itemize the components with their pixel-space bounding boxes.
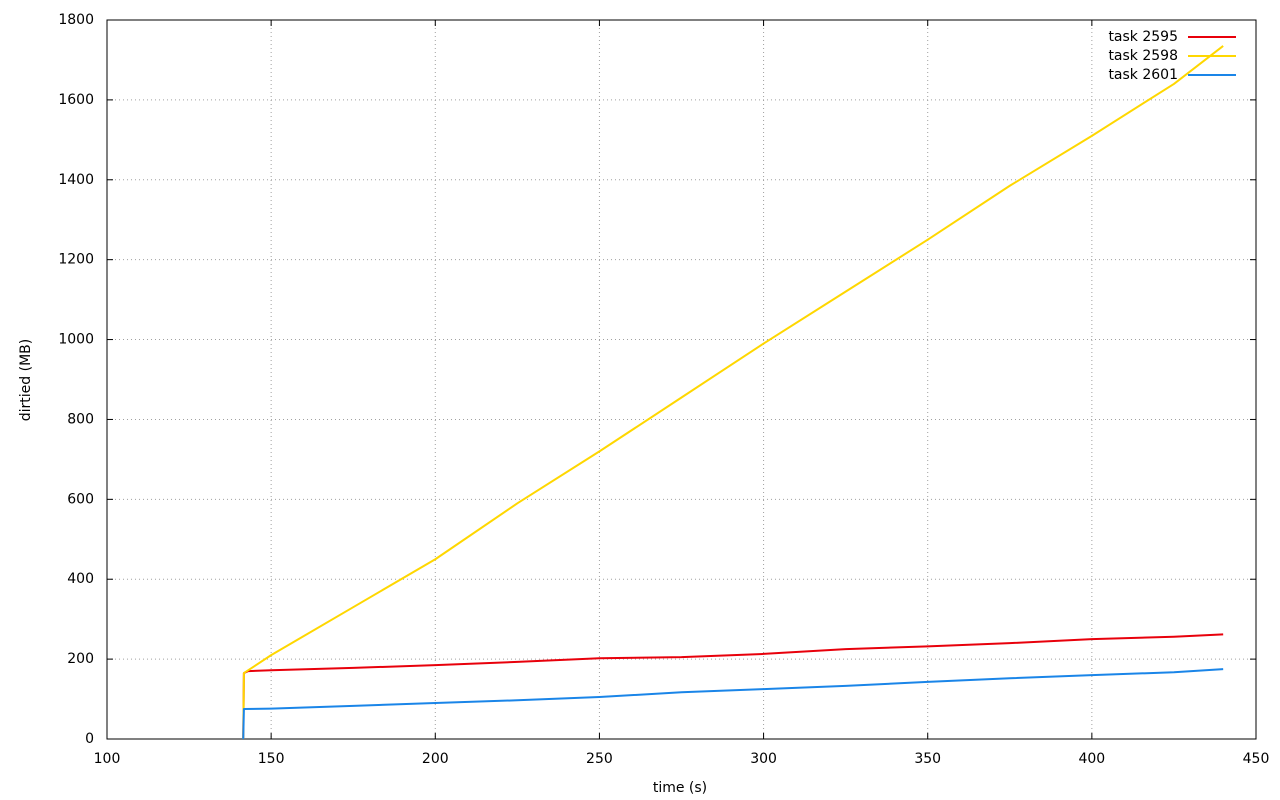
y-tick-label: 200 (67, 651, 94, 667)
y-tick-label: 600 (67, 491, 94, 507)
plot-frame (106, 19, 1257, 740)
x-tick-label: 250 (586, 751, 613, 767)
x-tick-label: 200 (422, 751, 449, 767)
y-tick-label: 1200 (58, 252, 94, 268)
x-tick-label: 100 (94, 751, 121, 767)
x-tick-label: 300 (750, 751, 777, 767)
y-tick-label: 1600 (58, 92, 94, 108)
y-axis-label: dirtied (MB) (18, 339, 34, 421)
y-tick-label: 800 (67, 411, 94, 427)
data-line (242, 45, 1224, 740)
y-tick-label: 0 (85, 731, 94, 747)
y-tick-label: 400 (67, 571, 94, 587)
x-tick-label: 400 (1078, 751, 1105, 767)
x-tick-label: 450 (1243, 751, 1270, 767)
x-tick-label: 150 (258, 751, 285, 767)
legend-label: task 2595 (1108, 29, 1178, 45)
y-tick-label: 1000 (58, 332, 94, 348)
legend-label: task 2598 (1108, 48, 1178, 64)
data-line (242, 633, 1224, 740)
y-tick-label: 1400 (58, 172, 94, 188)
data-line (242, 668, 1224, 740)
x-tick-label: 350 (914, 751, 941, 767)
y-tick-label: 1800 (58, 12, 94, 28)
legend-label: task 2601 (1108, 67, 1178, 83)
x-axis-label: time (s) (653, 780, 707, 796)
